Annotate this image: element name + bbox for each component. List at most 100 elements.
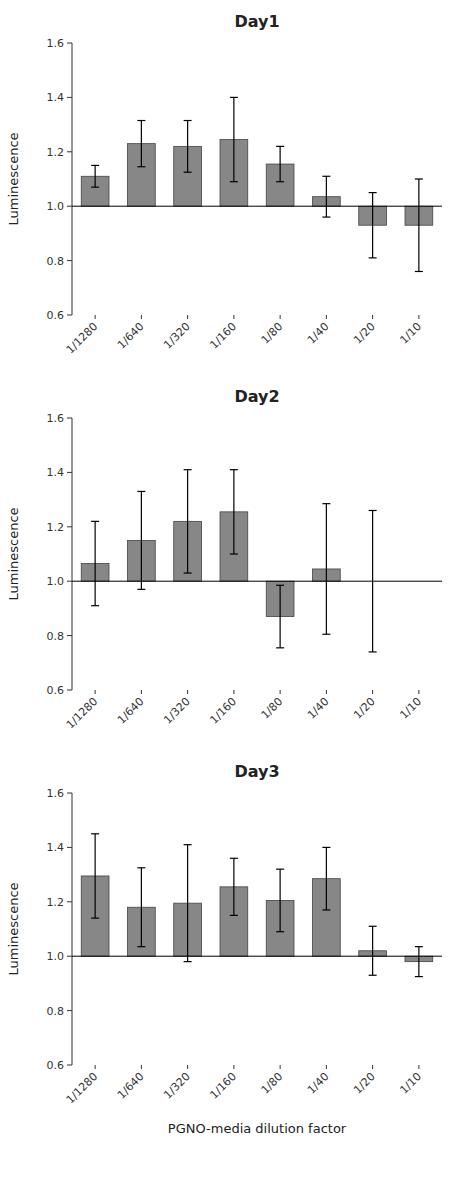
y-tick-label: 1.4 [47,91,65,104]
y-tick-label: 1.0 [47,950,65,963]
x-tick [372,315,373,319]
error-stem [141,491,142,589]
y-tick-label: 1.2 [47,146,65,159]
error-cap [230,181,238,182]
marks [81,470,376,652]
error-stem [418,179,419,271]
y-axis-label: Luminescence [6,882,21,975]
x-tick [233,315,234,319]
title: Day3 [234,762,279,781]
x-tick-label: 1/1280 [64,1070,101,1107]
y-tick [67,635,72,636]
title: Day1 [234,12,279,31]
figure: Day1Luminescence0.60.81.01.21.41.61/1280… [0,0,458,1197]
error-cap [91,165,99,166]
y-tick-label: 1.4 [47,466,65,479]
error-bar [276,869,284,932]
error-bar [415,179,423,271]
error-cap [415,178,423,179]
error-cap [369,510,377,511]
x-tick-label: 1/20 [351,1070,378,1097]
error-bar [184,470,192,573]
error-cap [137,946,145,947]
panel: Day1Luminescence0.60.81.01.21.41.61/1280… [6,12,442,356]
x-tick-label: 1/320 [161,695,193,727]
error-bar [91,521,99,605]
panel: Day3Luminescence0.60.81.01.21.41.61/1280… [6,762,442,1136]
x-tick-label: 1/640 [115,1070,147,1102]
error-cap [137,867,145,868]
error-bar [415,947,423,977]
x-tick [418,315,419,319]
y-tick-label: 1.2 [47,896,65,909]
y-tick-label: 1.6 [47,412,65,425]
marks [81,97,433,271]
x-tick-label: 1/320 [161,1070,193,1102]
panel: Day2Luminescence0.60.81.01.21.41.61/1280… [6,387,442,731]
y-axis-label: Luminescence [6,132,21,225]
y-tick [67,793,72,794]
error-stem [95,165,96,187]
x-tick-label: 1/10 [397,320,424,347]
y-tick-label: 1.0 [47,575,65,588]
error-stem [187,470,188,573]
x-tick-label: 1/80 [259,1070,286,1097]
y-tick [67,956,72,957]
error-cap [137,491,145,492]
error-cap [369,257,377,258]
error-stem [280,146,281,181]
x-tick-label: 1/1280 [64,695,101,732]
y-tick-label: 1.6 [47,37,65,50]
x-tick [95,315,96,319]
x-tick [141,1065,142,1069]
baseline [72,206,442,207]
error-stem [280,585,281,648]
y-tick [67,418,72,419]
y-tick [67,847,72,848]
y-tick [67,260,72,261]
error-cap [415,271,423,272]
y-tick-label: 1.4 [47,841,65,854]
baseline [72,956,442,957]
x-tick-label: 1/640 [115,320,147,352]
error-cap [137,120,145,121]
error-cap [369,651,377,652]
x-tick-label: 1/1280 [64,320,101,357]
x-tick [418,1065,419,1069]
error-stem [372,926,373,975]
x-tick-label: 1/320 [161,320,193,352]
error-stem [95,521,96,605]
x-tick-label: 1/80 [259,320,286,347]
error-cap [276,181,284,182]
y-tick [67,151,72,152]
error-cap [276,146,284,147]
error-cap [322,909,330,910]
x-tick [280,315,281,319]
error-cap [230,858,238,859]
y-tick-label: 0.8 [47,630,65,643]
y-tick-label: 0.8 [47,1005,65,1018]
error-cap [276,647,284,648]
error-stem [141,121,142,167]
error-cap [137,166,145,167]
error-cap [137,589,145,590]
x-tick [326,1065,327,1069]
error-cap [91,605,99,606]
error-bar [230,97,238,181]
error-cap [230,469,238,470]
x-tick [326,690,327,694]
error-stem [233,858,234,915]
error-cap [184,469,192,470]
x-tick [372,1065,373,1069]
error-bar [184,121,192,173]
x-tick [187,690,188,694]
y-tick [67,315,72,316]
error-bar [137,491,145,589]
x-tick-label: 1/160 [207,695,239,727]
x-tick [280,1065,281,1069]
error-cap [369,926,377,927]
y-tick [67,43,72,44]
error-cap [91,521,99,522]
error-cap [91,187,99,188]
error-cap [230,553,238,554]
